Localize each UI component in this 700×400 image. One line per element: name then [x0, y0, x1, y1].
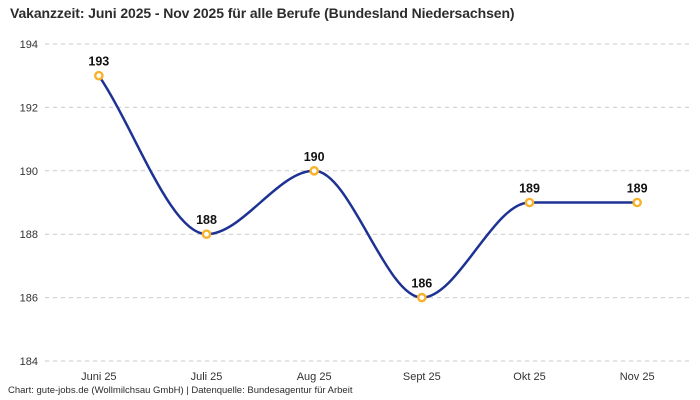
y-axis-tick-label: 192 [20, 102, 38, 114]
x-axis-tick-label: Juli 25 [191, 371, 223, 383]
y-axis-tick-label: 190 [20, 166, 38, 178]
data-point-label: 190 [304, 150, 325, 164]
x-axis-tick-label: Okt 25 [513, 371, 545, 383]
data-point-marker[interactable] [524, 197, 535, 208]
data-point-marker[interactable] [94, 70, 104, 81]
x-axis-tick-label: Juni 25 [81, 371, 116, 383]
y-axis-tick-label: 188 [20, 229, 38, 241]
y-axis-tick-label: 194 [20, 39, 38, 51]
x-axis-tick-label: Aug 25 [297, 371, 332, 383]
line-series [97, 74, 639, 299]
y-axis-tick-label: 184 [20, 356, 38, 368]
data-point-label: 193 [88, 55, 109, 69]
chart-title: Vakanzzeit: Juni 2025 - Nov 2025 für all… [10, 5, 515, 21]
data-point-label: 189 [627, 182, 648, 196]
data-point-label: 189 [519, 182, 540, 196]
x-axis-tick-label: Sept 25 [403, 371, 441, 383]
chart-credit: Chart: gute-jobs.de (Wollmilchsau GmbH) … [8, 385, 353, 396]
data-point-marker[interactable] [201, 229, 212, 239]
data-point-marker[interactable] [417, 292, 427, 303]
data-point-marker[interactable] [309, 165, 319, 176]
data-point-marker[interactable] [632, 197, 642, 208]
y-axis-tick-label: 186 [20, 293, 38, 305]
data-point-label: 186 [411, 277, 432, 291]
x-axis-tick-label: Nov 25 [620, 371, 655, 383]
data-point-label: 188 [196, 213, 217, 227]
